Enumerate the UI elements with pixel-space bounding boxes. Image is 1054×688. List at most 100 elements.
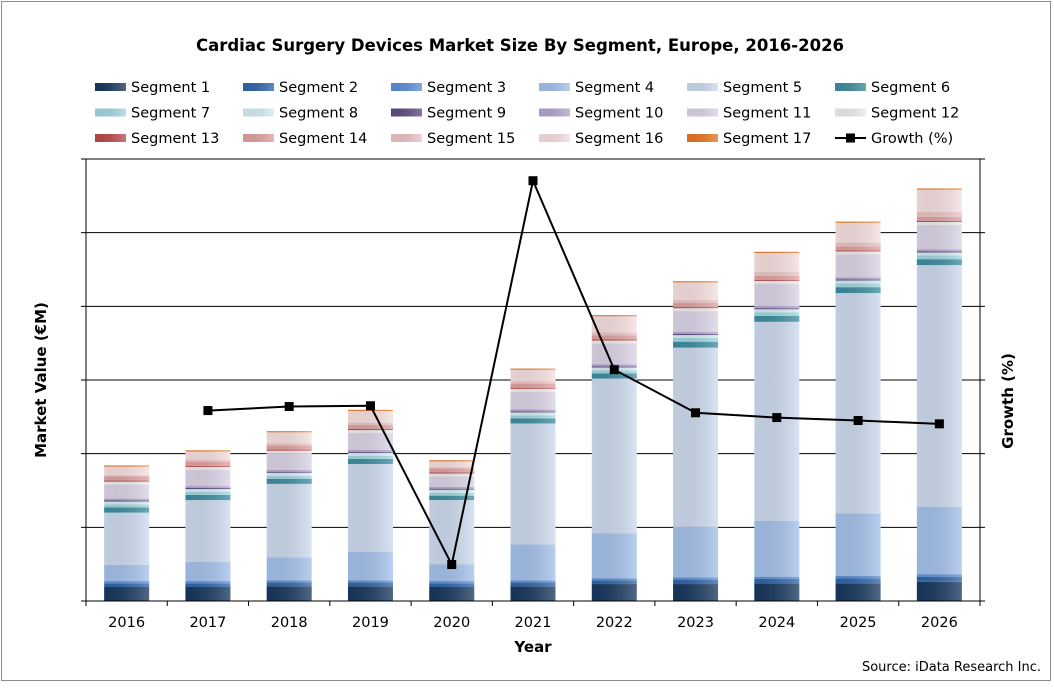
- legend-item: Segment 17: [687, 131, 811, 147]
- bar-shading: [104, 465, 150, 601]
- bar-shading: [916, 188, 962, 601]
- legend-item: Growth (%): [835, 131, 953, 147]
- bar-shading: [835, 221, 881, 601]
- growth-point: [447, 560, 457, 570]
- legend-label: Segment 1: [131, 80, 210, 96]
- legend-label: Segment 6: [871, 80, 950, 96]
- legend-swatch-shading: [835, 83, 866, 91]
- x-tick-label: 2017: [189, 615, 226, 631]
- legend-swatch-shading: [687, 108, 718, 117]
- growth-point: [284, 402, 294, 412]
- legend-item: Segment 11: [687, 106, 811, 122]
- bar-stack-2023: [673, 281, 719, 601]
- growth-polyline: [207, 177, 940, 568]
- y-axis-label: Market Value (€M): [32, 302, 50, 458]
- legend-item: Segment 14: [243, 131, 367, 147]
- growth-point: [365, 401, 375, 411]
- legend-label: Segment 14: [279, 131, 367, 147]
- bar-stack-2022: [591, 315, 637, 601]
- legend-swatch-shading: [539, 134, 570, 142]
- bar-shading: [185, 450, 231, 601]
- legend-label: Segment 10: [575, 106, 663, 122]
- legend-swatch-shading: [243, 83, 274, 91]
- legend-swatch-shading: [243, 134, 274, 142]
- legend-item: Segment 13: [95, 131, 219, 147]
- axes: [81, 158, 985, 606]
- legend-label: Growth (%): [871, 131, 953, 147]
- bar-stack-2025: [835, 221, 881, 601]
- legend-label: Segment 3: [427, 80, 506, 96]
- growth-point: [853, 416, 863, 426]
- growth-point: [203, 406, 213, 416]
- bar-shading: [347, 409, 393, 601]
- bar-stack-2021: [510, 368, 556, 601]
- legend-label: Segment 7: [131, 106, 210, 122]
- legend-item: Segment 12: [835, 106, 959, 122]
- bar-shading: [754, 251, 800, 601]
- growth-point: [772, 413, 782, 423]
- legend-swatch-shading: [95, 83, 126, 91]
- growth-point: [691, 408, 701, 418]
- legend-swatch-shading: [687, 83, 718, 91]
- legend-item: Segment 9: [391, 106, 506, 122]
- legend-swatch-shading: [539, 108, 570, 117]
- bar-stack-2016: [104, 465, 150, 601]
- legend-swatch-shading: [391, 134, 422, 142]
- x-tick-label: 2021: [515, 615, 552, 631]
- legend-item: Segment 5: [687, 80, 802, 96]
- legend-marker: [846, 133, 855, 143]
- x-tick-label: 2020: [433, 615, 470, 631]
- legend-swatch-shading: [243, 108, 274, 117]
- legend-label: Segment 11: [723, 106, 811, 122]
- legend-swatch-shading: [835, 108, 866, 117]
- legend-label: Segment 5: [723, 80, 802, 96]
- legend-swatch-shading: [95, 108, 126, 117]
- growth-point: [609, 365, 619, 375]
- source-note: Source: iData Research Inc.: [862, 660, 1041, 675]
- x-tick-label: 2022: [596, 615, 633, 631]
- y2-axis-label: Growth (%): [999, 353, 1017, 449]
- legend-swatch-shading: [95, 134, 126, 142]
- legend-label: Segment 4: [575, 80, 654, 96]
- legend-item: Segment 10: [539, 106, 663, 122]
- legend-label: Segment 16: [575, 131, 663, 147]
- legend-item: Segment 3: [391, 80, 506, 96]
- legend-label: Segment 8: [279, 106, 358, 122]
- legend-label: Segment 2: [279, 80, 358, 96]
- bar-stack-2020: [429, 460, 475, 601]
- x-tick-label: 2024: [758, 615, 795, 631]
- x-tick-label: 2019: [352, 615, 389, 631]
- bar-stack-2018: [266, 431, 312, 601]
- x-tick-label: 2023: [677, 615, 714, 631]
- legend-swatch-shading: [391, 108, 422, 117]
- bar-shading: [510, 368, 556, 601]
- legend-label: Segment 15: [427, 131, 515, 147]
- legend-swatch-shading: [539, 83, 570, 91]
- legend-swatch-shading: [391, 83, 422, 91]
- bar-stack-2024: [754, 251, 800, 601]
- bar-stack-2026: [916, 188, 962, 601]
- bar-shading: [673, 281, 719, 601]
- legend-item: Segment 7: [95, 106, 210, 122]
- legend-swatch-shading: [687, 134, 718, 142]
- growth-line: [203, 176, 944, 570]
- growth-point: [528, 176, 538, 186]
- x-tick-label: 2016: [108, 615, 145, 631]
- x-tick-label: 2025: [840, 615, 877, 631]
- bar-stack-2019: [347, 409, 393, 601]
- legend-item: Segment 2: [243, 80, 358, 96]
- legend-item: Segment 16: [539, 131, 663, 147]
- legend-item: Segment 6: [835, 80, 950, 96]
- legend-label: Segment 17: [723, 131, 811, 147]
- x-tick-label: 2026: [921, 615, 958, 631]
- legend-item: Segment 15: [391, 131, 515, 147]
- x-tick-labels: 2016 2017 2018 2019 2020 2021 2022 2023 2024 2025…: [108, 615, 958, 631]
- chart-title: Cardiac Surgery Devices Market Size By S…: [196, 36, 844, 55]
- x-axis-label: Year: [513, 638, 552, 656]
- legend-label: Segment 12: [871, 106, 959, 122]
- legend-item: Segment 1: [95, 80, 210, 96]
- bar-shading: [591, 315, 637, 601]
- legend-item: Segment 8: [243, 106, 358, 122]
- legend: Segment 1 Segment 2 Segment 3 Segment 4 Segm…: [95, 80, 959, 147]
